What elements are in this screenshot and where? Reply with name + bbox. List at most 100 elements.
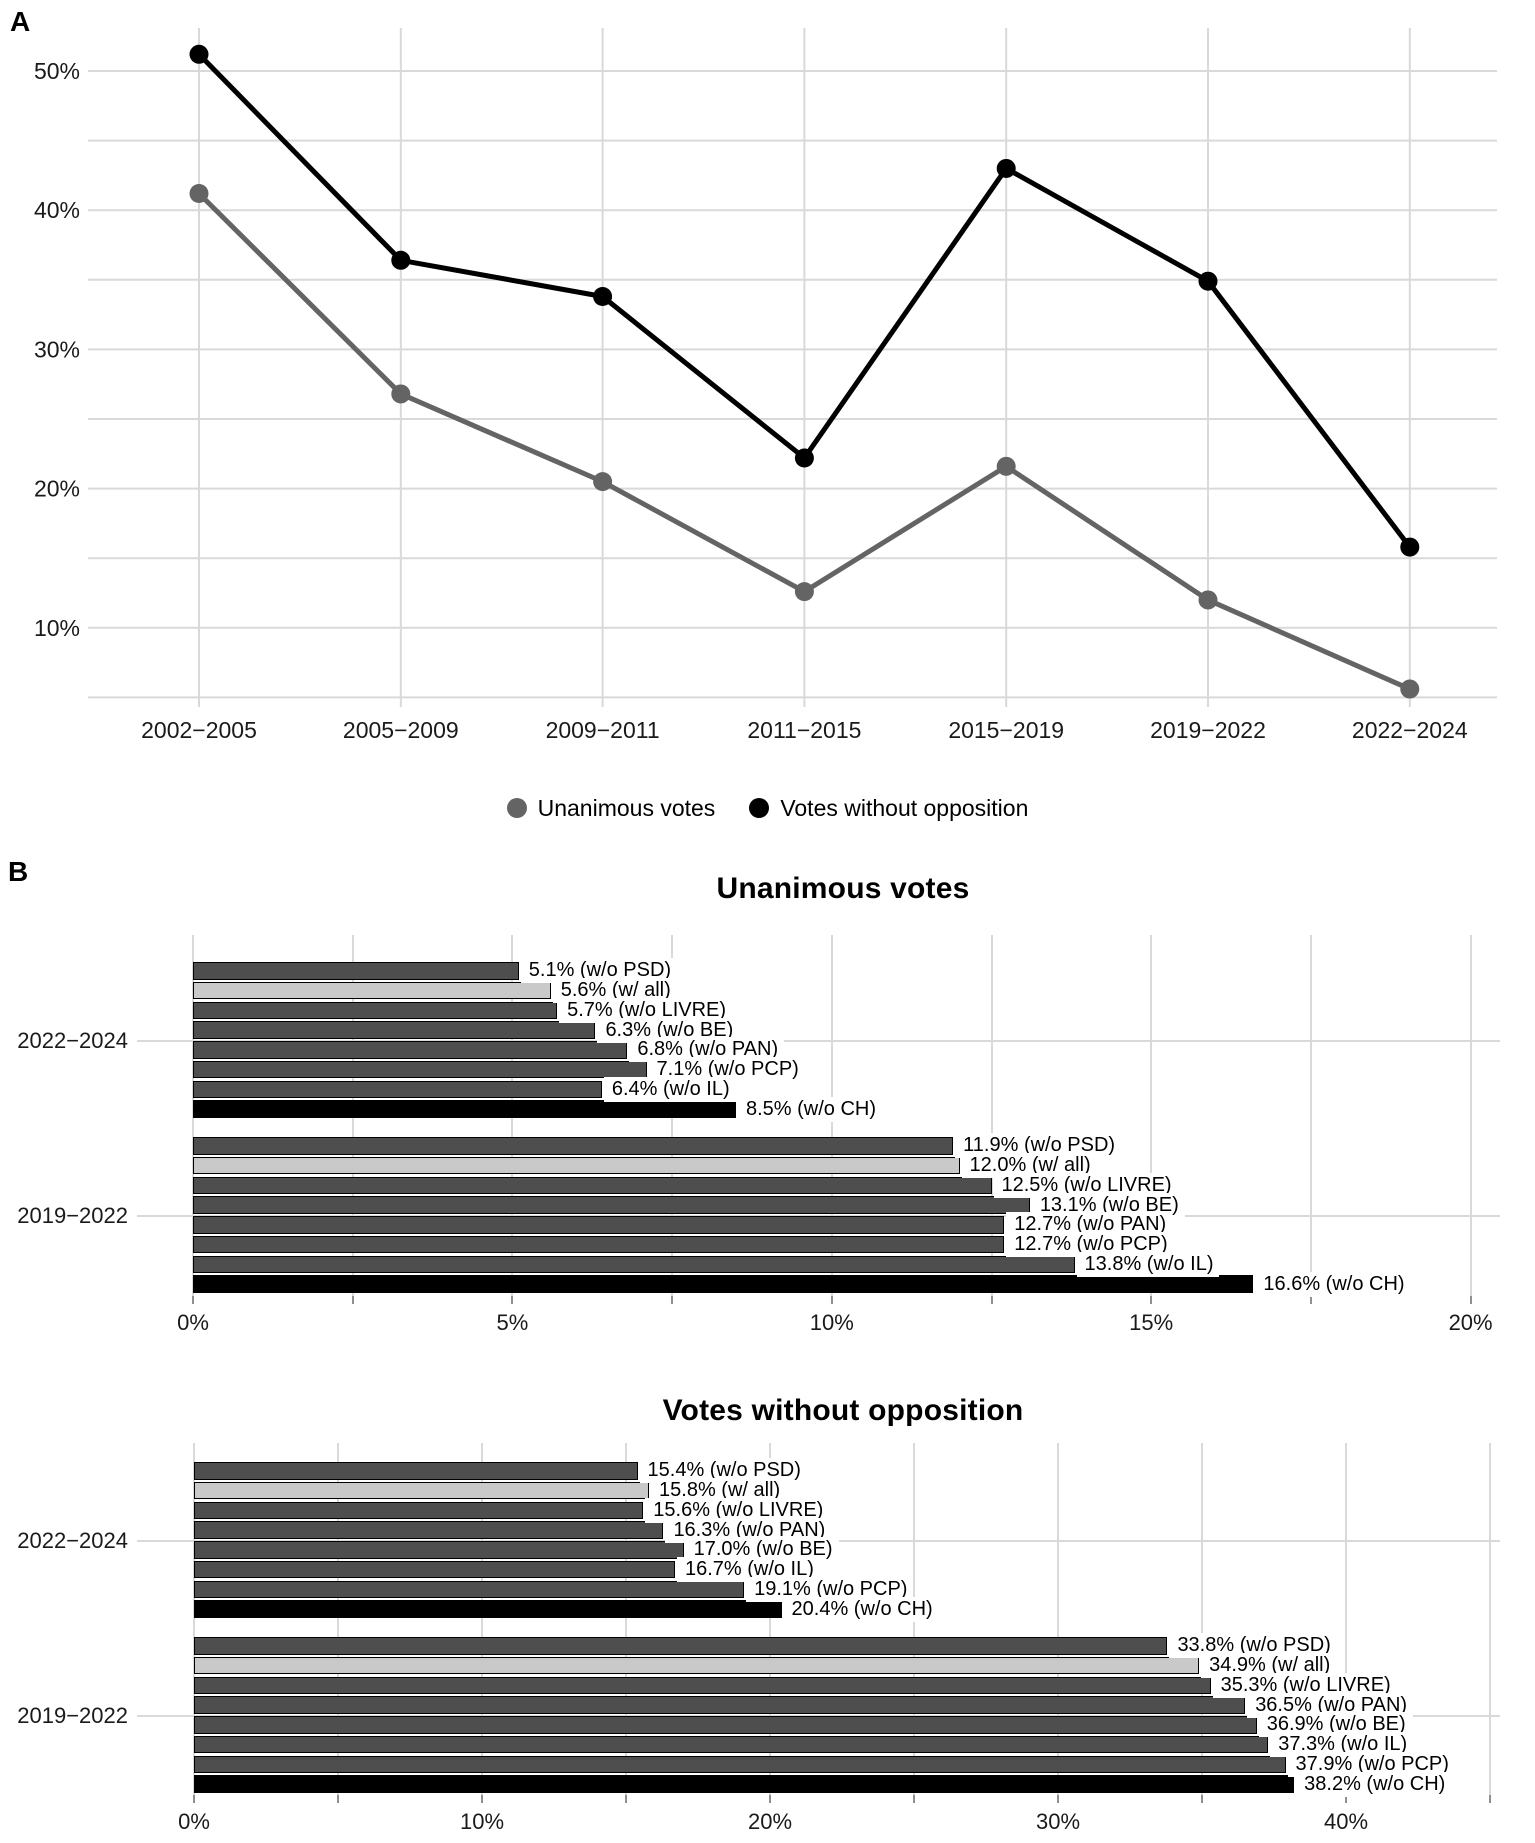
bar — [194, 1580, 745, 1598]
data-point — [794, 448, 814, 468]
legend-item-unanimous-votes: Unanimous votes — [506, 795, 715, 822]
y-axis-tick-label: 50% — [34, 58, 80, 84]
bar-value-label: 6.4% (w/o IL) — [603, 1076, 736, 1102]
category-label: 2022−2024 — [17, 1028, 128, 1053]
bar — [194, 1481, 650, 1500]
data-point — [189, 44, 209, 64]
category-gridline — [137, 1040, 1500, 1042]
data-point — [593, 287, 613, 307]
bar — [193, 1041, 628, 1059]
bar — [193, 1255, 1075, 1273]
data-point — [593, 472, 613, 492]
x-gridline — [193, 1443, 195, 1795]
x-gridline — [1469, 935, 1472, 1296]
data-point — [1198, 271, 1218, 291]
bar — [193, 1001, 558, 1019]
x-gridline — [1057, 1443, 1059, 1795]
bar — [194, 1541, 684, 1559]
bar — [193, 962, 519, 980]
x-gridline — [1201, 1443, 1203, 1795]
bar — [194, 1462, 638, 1480]
x-gridline — [769, 1443, 771, 1795]
x-axis-tick — [1150, 1296, 1153, 1304]
bar — [193, 1196, 1030, 1214]
data-point — [1400, 679, 1420, 699]
bar — [194, 1600, 782, 1618]
bar — [194, 1637, 1168, 1655]
bar — [193, 1060, 647, 1079]
bar — [193, 1156, 960, 1175]
category-label: 2019−2022 — [17, 1703, 128, 1728]
x-axis-tick-label: 15% — [1129, 1310, 1174, 1335]
bar — [193, 1080, 602, 1098]
bar — [193, 1216, 1005, 1234]
x-axis-tick — [337, 1795, 339, 1803]
x-axis-tick — [1201, 1795, 1203, 1803]
x-axis-tick-label: 2002−2005 — [141, 717, 257, 743]
bar — [194, 1735, 1269, 1754]
x-axis-tick-label: 10% — [809, 1310, 854, 1335]
data-point — [391, 250, 411, 270]
bar — [193, 1176, 992, 1194]
x-gridline — [1150, 935, 1153, 1296]
bar-chart-2-title: Votes without opposition — [662, 1394, 1024, 1427]
x-gridline — [990, 935, 993, 1296]
gray-dot-icon — [506, 798, 527, 818]
data-point — [1400, 537, 1420, 557]
x-axis-tick — [769, 1795, 771, 1803]
data-point — [996, 456, 1016, 476]
x-gridline — [1309, 935, 1312, 1296]
x-axis-tick-label: 30% — [1035, 1809, 1081, 1834]
bar — [194, 1676, 1211, 1694]
bar — [194, 1696, 1246, 1714]
x-axis-tick — [671, 1296, 674, 1304]
bar — [194, 1716, 1257, 1734]
x-axis-tick — [990, 1296, 993, 1304]
x-axis-tick — [1057, 1795, 1059, 1803]
bar-value-label: 16.6% (w/o CH) — [1255, 1271, 1411, 1297]
x-axis-tick-label: 20% — [1448, 1310, 1493, 1335]
x-axis-tick-label: 2015−2019 — [948, 717, 1064, 743]
line-chart-legend: Unanimous votes Votes without opposition — [0, 786, 1535, 830]
bar — [194, 1521, 664, 1539]
x-axis-tick-label: 2011−2015 — [747, 717, 861, 743]
bar-value-label: 20.4% (w/o CH) — [783, 1596, 939, 1622]
panel-b-label: B — [8, 856, 29, 887]
data-point — [996, 158, 1016, 178]
x-gridline — [481, 1443, 483, 1795]
x-axis-tick-label: 20% — [747, 1809, 793, 1834]
panel-a-label: A — [10, 6, 31, 37]
bar — [193, 1021, 596, 1039]
y-axis-tick-label: 30% — [34, 336, 80, 362]
bar-chart-1-title: Unanimous votes — [716, 872, 970, 905]
x-axis-tick — [1309, 1296, 1312, 1304]
bar — [193, 1275, 1254, 1293]
x-axis-tick — [1489, 1795, 1491, 1803]
data-point — [1198, 590, 1218, 610]
x-gridline — [337, 1443, 339, 1795]
bar — [193, 1100, 736, 1118]
bar — [194, 1560, 675, 1579]
x-axis-tick-label: 2005−2009 — [343, 717, 459, 743]
bar — [194, 1501, 644, 1519]
y-axis-tick-label: 40% — [34, 197, 80, 223]
bar — [194, 1656, 1200, 1675]
x-gridline — [1345, 1443, 1347, 1795]
bar — [194, 1755, 1286, 1773]
x-axis-tick — [193, 1795, 195, 1803]
bar-value-label: 38.2% (w/o CH) — [1296, 1771, 1452, 1797]
x-axis-tick — [625, 1795, 627, 1803]
x-gridline — [1489, 1443, 1491, 1795]
bar-value-label: 34.9% (w/ all) — [1201, 1653, 1337, 1678]
data-point — [794, 582, 814, 602]
x-axis-tick-label: 5% — [496, 1310, 529, 1335]
bar — [193, 1137, 954, 1155]
bar — [193, 1235, 1005, 1254]
x-gridline — [625, 1443, 627, 1795]
x-axis-tick — [1469, 1296, 1472, 1304]
x-axis-tick — [1345, 1795, 1347, 1803]
x-axis-tick — [351, 1296, 354, 1304]
x-axis-tick — [192, 1296, 194, 1304]
x-axis-tick-label: 2019−2022 — [1150, 717, 1266, 743]
